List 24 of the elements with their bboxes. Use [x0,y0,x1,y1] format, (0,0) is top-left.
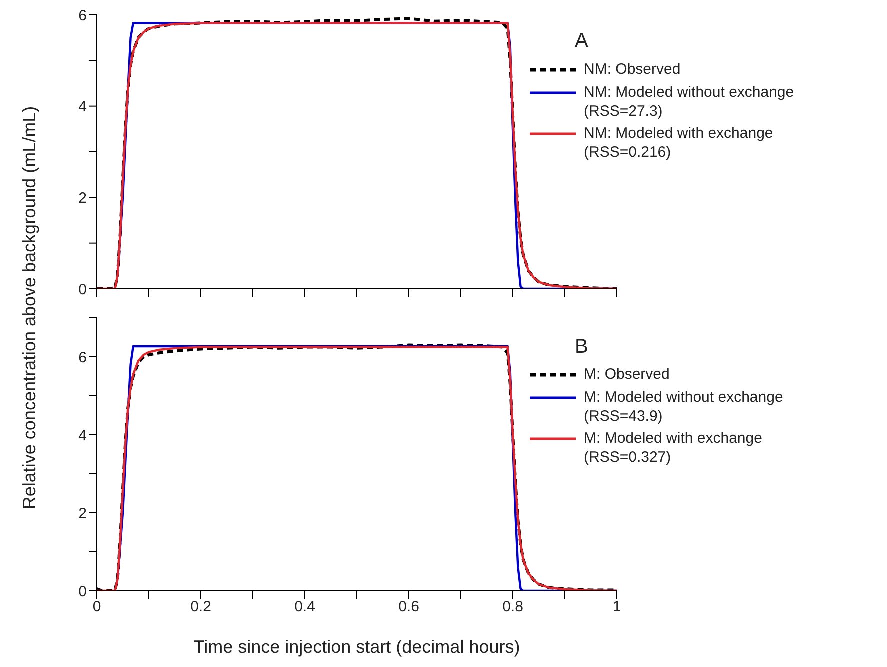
y-tick-label: 4 [78,427,87,444]
legend-label: M: Modeled with exchange (RSS=0.327) [584,429,764,467]
x-tick-label: 0.8 [502,598,524,616]
y-tick-label: 2 [78,190,87,207]
text: A [575,30,588,53]
y-axis-title: Relative concentration above background (mL/mL) [20,106,40,510]
x-tick-label: 1 [612,598,622,616]
legend-label: M: Observed [584,365,671,384]
legend-label: NM: Modeled with exchange (RSS=0.216) [584,124,774,162]
x-tick-label: 0.4 [294,598,316,616]
y-tick-label: 6 [78,349,87,366]
x-tick-label: 0.2 [190,598,212,616]
y-tick-label: 6 [78,7,87,24]
y-tick-label: 0 [78,281,87,298]
legend-label: NM: Observed [584,60,682,79]
legend-label: M: Modeled without exchange (RSS=43.9) [584,388,784,426]
y-tick-label: 2 [78,505,87,522]
legend-label: NM: Modeled without exchange (RSS=27.3) [584,83,796,121]
x-tick-label: 0 [92,598,102,616]
y-tick-label: 4 [78,98,87,116]
x-axis-title: Time since injection start (decimal hours) [194,637,520,657]
y-tick-label: 0 [78,583,87,600]
x-tick-label: 0.6 [398,598,420,616]
text: B [575,336,588,359]
